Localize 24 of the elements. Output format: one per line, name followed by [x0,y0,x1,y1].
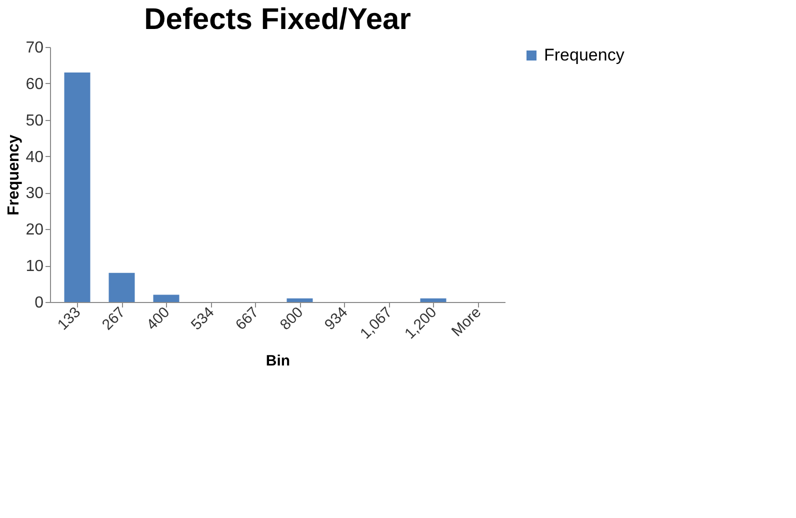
y-tick-label: 10 [26,258,44,276]
y-tick-label: 70 [26,40,44,56]
x-tick-label: 267 [98,304,129,334]
y-tick-label: 20 [26,222,44,239]
y-tick-label: 40 [26,148,44,166]
legend-label: Frequency [544,46,625,64]
y-axis-title: Frequency [6,134,23,216]
x-tick-label: 534 [188,304,218,334]
x-tick-label: 667 [232,304,262,334]
x-tick-label: 400 [143,304,174,334]
x-tick-label: 800 [276,304,307,334]
bar [64,72,90,302]
chart-title: Defects Fixed/Year [144,3,412,36]
bar [420,298,446,302]
y-tick-label: 30 [26,185,44,202]
x-axis-title: Bin [266,352,290,370]
y-tick-label: 0 [34,294,44,312]
bar [153,294,180,302]
x-tick-label: 133 [54,304,84,334]
y-tick-label: 60 [26,76,44,93]
bar [286,298,313,302]
y-tick-label: 50 [26,112,44,130]
bar [108,272,135,302]
x-tick-label: 934 [321,304,352,334]
